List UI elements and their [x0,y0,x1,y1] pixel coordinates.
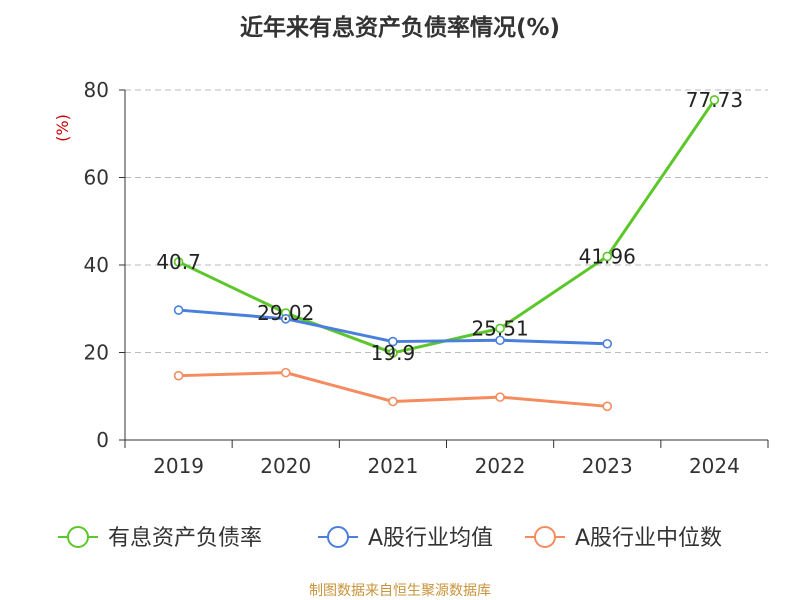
legend-label: 有息资产负债率 [108,526,262,551]
data-labels: 40.7 29.02 19.9 25.51 41.96 77.73 [156,88,743,365]
legend[interactable]: 有息资产负债率 A股行业均值 A股行业中位数 [58,526,722,551]
source-note: 制图数据来自恒生聚源数据库 [309,583,491,599]
series-debt-ratio-point [495,323,505,334]
y-axis-label: (%) [53,114,72,142]
data-label: 41.96 [579,244,636,268]
legend-marker [67,526,89,548]
y-tick-label: 60 [84,166,109,190]
chart-title: 近年来有息资产负债率情况(%) [239,15,561,41]
series-industry-median-point [388,396,398,407]
data-label: 40.7 [156,250,201,274]
x-tick-label: 2023 [582,454,633,478]
series-industry-mean-point [173,305,184,315]
series-industry-median-point [495,392,505,402]
series-industry-mean-point [495,335,505,346]
series-debt-ratio-point [709,95,720,105]
legend-marker [327,526,349,548]
data-label: 25.51 [471,316,528,340]
y-tick-label: 0 [96,428,109,452]
x-tick-label: 2019 [153,454,204,478]
series-industry-median-point [173,370,184,381]
data-label: 77.73 [686,88,743,112]
data-label: 19.9 [371,341,416,365]
y-tick-label: 20 [84,341,109,365]
series-debt-ratio-point [388,348,398,358]
legend-label: A股行业中位数 [575,526,722,551]
series-debt-ratio-point [173,257,184,267]
series-industry-median-point [280,367,291,378]
legend-item-industry-mean[interactable]: A股行业均值 [318,526,493,551]
series-industry-median-point [602,401,613,412]
series-industry-mean-point [280,314,291,324]
series-industry-mean-point [602,338,613,349]
series-industry-mean-point [388,336,398,347]
legend-item-industry-median[interactable]: A股行业中位数 [525,526,722,551]
legend-item-debt-ratio[interactable]: 有息资产负债率 [58,526,262,551]
series-lines [173,95,720,412]
y-tick-label: 40 [84,253,109,277]
y-tick-label: 80 [84,78,109,102]
legend-label: A股行业均值 [368,526,493,551]
legend-marker [534,526,556,548]
axes: 0 20 40 60 80 2019 2020 2021 2022 2023 2024 (%) [53,78,769,478]
x-tick-label: 2024 [689,454,740,478]
x-tick-label: 2022 [475,454,526,478]
x-tick-label: 2020 [260,454,311,478]
data-label: 29.02 [257,301,314,325]
x-tick-label: 2021 [367,454,418,478]
series-debt-ratio-point [602,251,613,262]
